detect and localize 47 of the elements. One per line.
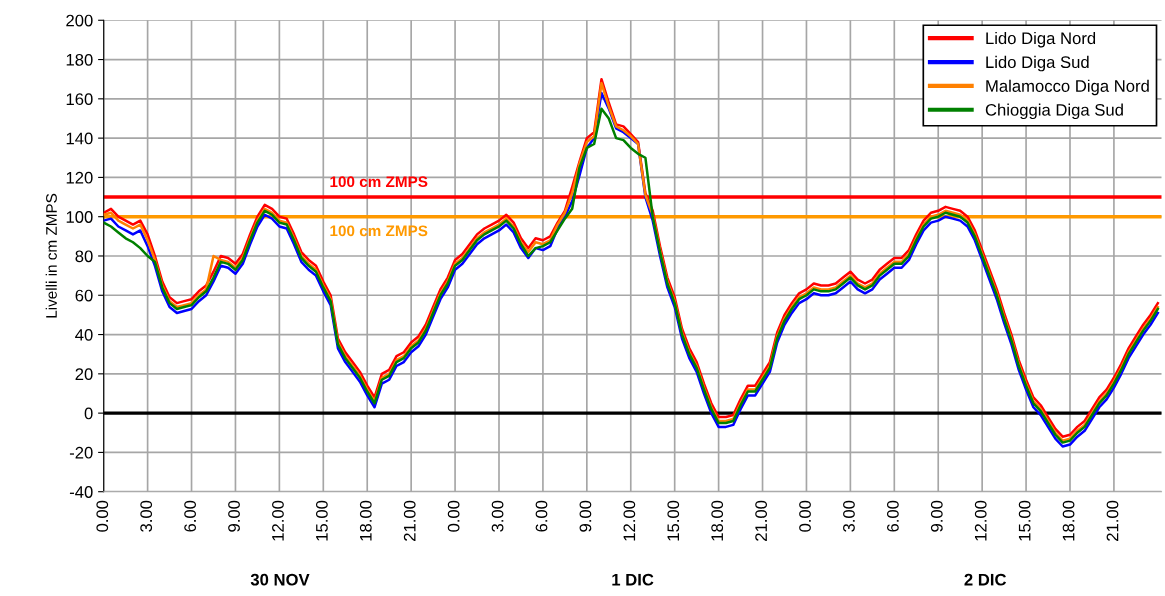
x-tick-label: 12.00 <box>974 500 987 541</box>
legend-label: Malamocco Diga Nord <box>986 79 1149 96</box>
x-tick-label: 12.00 <box>623 500 636 541</box>
y-tick-label: 100 <box>66 211 93 223</box>
x-tick-label: 15.00 <box>1018 500 1031 541</box>
y-tick-label: 40 <box>75 328 93 341</box>
x-tick-label: 9.00 <box>579 500 592 532</box>
x-tick-label: 21.00 <box>403 500 416 541</box>
x-tick-label: 0.00 <box>96 500 109 532</box>
y-tick-label: 60 <box>75 289 93 302</box>
x-tick-label: 6.00 <box>184 500 197 532</box>
x-tick-label: 9.00 <box>930 500 943 532</box>
x-tick-label: 6.00 <box>886 500 899 532</box>
x-tick-label: 18.00 <box>359 500 372 541</box>
x-tick-label: 18.00 <box>711 500 724 541</box>
y-axis-title: Livelli in cm ZMPS <box>45 193 57 318</box>
legend-label: Lido Diga Sud <box>986 55 1089 72</box>
x-tick-label: 15.00 <box>667 500 680 541</box>
y-tick-label: 80 <box>75 250 93 263</box>
x-tick-label: 0.00 <box>447 500 460 532</box>
y-tick-label: 20 <box>75 368 93 381</box>
x-tick-label: 15.00 <box>315 500 328 541</box>
text: 30 NOV <box>250 573 310 586</box>
x-tick-label: 18.00 <box>1062 500 1075 541</box>
x-tick-label: 3.00 <box>843 500 855 532</box>
y-tick-label: 0 <box>84 407 93 420</box>
x-tick-label: 0.00 <box>799 500 811 532</box>
y-tick-label: -20 <box>69 446 93 459</box>
text: 2 DIC <box>964 573 1007 586</box>
x-tick-label: 12.00 <box>272 500 284 541</box>
ref-line-label: 100 cm ZMPS <box>330 176 428 188</box>
x-tick-label: 6.00 <box>535 500 548 532</box>
x-tick-label: 9.00 <box>228 500 240 532</box>
x-tick-label: 21.00 <box>1106 500 1119 541</box>
x-tick-label: 21.00 <box>755 500 768 541</box>
y-tick-label: 180 <box>66 53 93 66</box>
y-tick-label: 160 <box>66 93 93 106</box>
legend-label: Lido Diga Nord <box>986 31 1096 48</box>
y-tick-label: 140 <box>66 132 93 145</box>
legend-label: Chioggia Diga Sud <box>985 103 1123 120</box>
y-tick-label: 120 <box>66 171 93 184</box>
y-tick-label: -40 <box>69 486 93 498</box>
y-tick-label: 200 <box>66 14 93 27</box>
ref-line-label: 100 cm ZMPS <box>330 225 428 237</box>
text: 1 DIC <box>612 573 654 586</box>
x-tick-label: 3.00 <box>140 500 153 532</box>
x-tick-label: 3.00 <box>491 500 504 532</box>
